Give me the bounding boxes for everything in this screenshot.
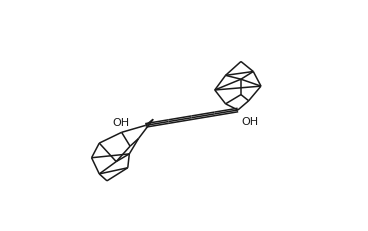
Text: OH: OH <box>112 118 129 128</box>
Text: OH: OH <box>242 117 259 127</box>
